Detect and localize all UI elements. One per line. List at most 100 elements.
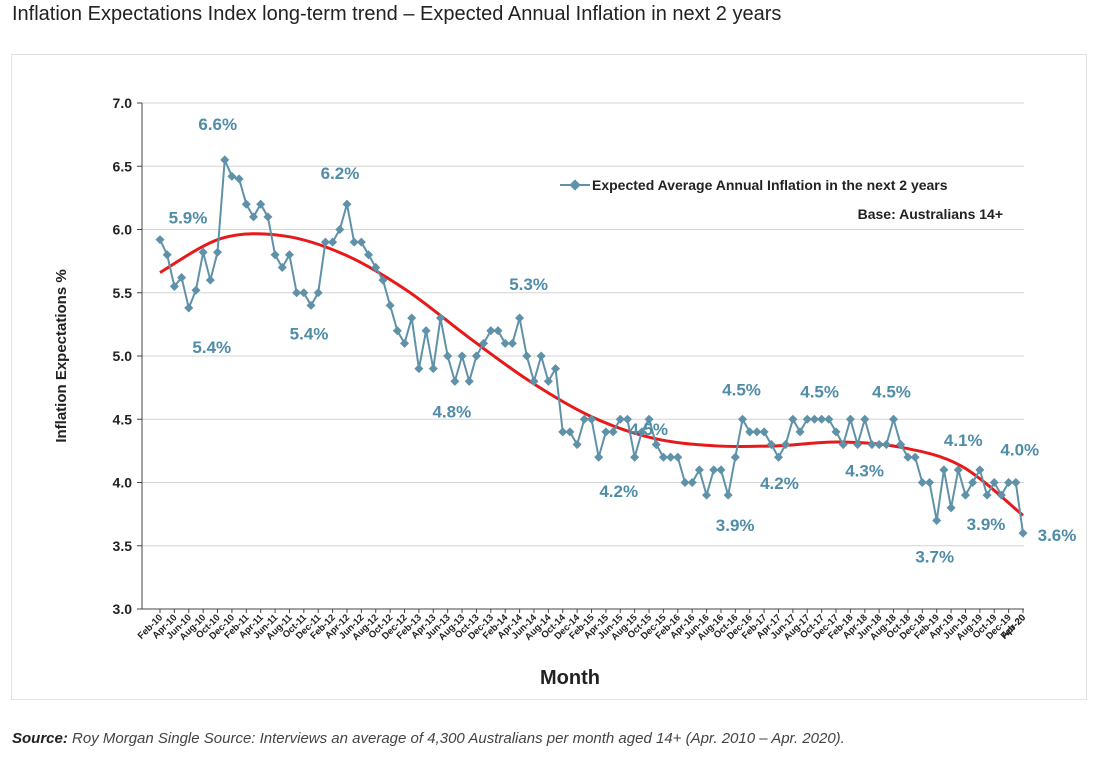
data-point <box>896 440 906 450</box>
data-point <box>493 326 503 336</box>
data-point <box>723 490 733 500</box>
data-point <box>702 490 712 500</box>
data-point <box>529 376 539 386</box>
data-point <box>881 440 891 450</box>
inflation-line-chart: 3.03.54.04.55.05.56.06.57.0Feb-10Apr-10J… <box>53 95 1077 689</box>
data-label: 4.8% <box>432 402 471 421</box>
data-point <box>730 452 740 462</box>
data-point <box>924 477 935 488</box>
data-point <box>177 273 187 283</box>
data-point <box>536 351 546 361</box>
data-point <box>601 427 611 437</box>
data-point <box>687 477 697 488</box>
data-point <box>622 414 632 424</box>
data-point <box>551 364 561 374</box>
data-point <box>191 285 201 295</box>
data-point <box>910 452 920 462</box>
source-text: Roy Morgan Single Source: Interviews an … <box>67 730 845 747</box>
y-tick-label: 5.0 <box>113 348 133 364</box>
x-axis-title: Month <box>540 667 600 689</box>
data-point <box>608 427 618 437</box>
data-point <box>781 440 791 450</box>
page-title: Inflation Expectations Index long-term t… <box>12 3 782 25</box>
data-point <box>565 427 575 437</box>
data-point <box>392 326 402 336</box>
source-note: Source: Roy Morgan Single Source: Interv… <box>12 730 845 747</box>
data-point <box>198 247 208 257</box>
y-tick-label: 5.5 <box>113 285 133 301</box>
data-point <box>788 414 798 424</box>
data-point <box>946 503 956 513</box>
data-point <box>752 427 762 437</box>
data-point <box>867 440 877 450</box>
data-point <box>522 351 532 361</box>
data-point <box>795 427 805 437</box>
data-point <box>680 477 690 488</box>
base-note: Base: Australians 14+ <box>858 206 1003 222</box>
data-point <box>320 237 330 247</box>
data-label: 5.9% <box>169 209 208 228</box>
data-label: 3.9% <box>716 516 755 535</box>
data-label: 3.7% <box>915 547 954 566</box>
data-point <box>356 237 366 247</box>
data-point <box>162 250 172 260</box>
data-point <box>515 313 525 323</box>
data-point <box>594 452 604 462</box>
data-point <box>766 440 776 450</box>
legend-label: Expected Average Annual Inflation in the… <box>592 177 948 193</box>
data-point <box>313 288 323 298</box>
data-point <box>996 490 1006 500</box>
data-labels: 5.9% 5.4% 6.6% 5.4% 6.2% 4.8% 5.3% 4.2% 4.5% 3.9%… <box>169 115 1077 567</box>
data-point <box>270 250 280 260</box>
data-point <box>874 440 884 450</box>
data-point <box>507 338 517 348</box>
data-point <box>421 326 431 336</box>
data-point <box>213 247 223 257</box>
y-tick-label: 3.5 <box>113 538 133 554</box>
y-tick-label: 3.0 <box>113 601 133 617</box>
data-point <box>737 414 748 424</box>
data-point <box>759 427 769 437</box>
data-point <box>414 364 424 374</box>
data-point <box>385 300 395 310</box>
data-label: 4.0% <box>1000 441 1039 460</box>
gridlines <box>142 102 1024 547</box>
data-point <box>673 452 683 462</box>
data-point <box>277 262 287 272</box>
data-label: 5.4% <box>192 338 231 357</box>
data-point <box>989 477 999 488</box>
data-point <box>838 440 848 450</box>
data-point <box>227 171 237 181</box>
data-point <box>464 376 474 386</box>
data-point <box>407 313 417 323</box>
data-point <box>637 427 647 437</box>
data-point <box>1011 477 1021 488</box>
data-point <box>845 414 855 424</box>
data-point <box>558 427 568 437</box>
data-point <box>450 376 460 386</box>
data-point <box>241 199 251 209</box>
data-point <box>975 465 985 475</box>
data-label: 5.3% <box>509 275 548 294</box>
data-point <box>364 250 374 260</box>
data-point <box>982 490 992 500</box>
data-point <box>939 465 949 475</box>
data-point <box>543 376 553 386</box>
data-label: 6.2% <box>321 164 360 183</box>
trend-layer <box>159 232 1024 517</box>
data-point <box>716 465 726 475</box>
data-label: 3.9% <box>967 515 1006 534</box>
data-point <box>205 275 215 285</box>
data-point <box>299 288 309 298</box>
data-point <box>234 174 244 184</box>
series-layer <box>155 155 1028 538</box>
data-label: 5.4% <box>290 324 329 343</box>
y-tick-label: 7.0 <box>113 95 133 111</box>
data-point <box>745 427 755 437</box>
data-label: 4.1% <box>944 431 983 450</box>
data-point <box>155 235 165 245</box>
data-point <box>263 212 273 222</box>
data-label: 4.2% <box>760 474 799 493</box>
data-point <box>824 414 834 424</box>
data-point <box>306 300 316 310</box>
